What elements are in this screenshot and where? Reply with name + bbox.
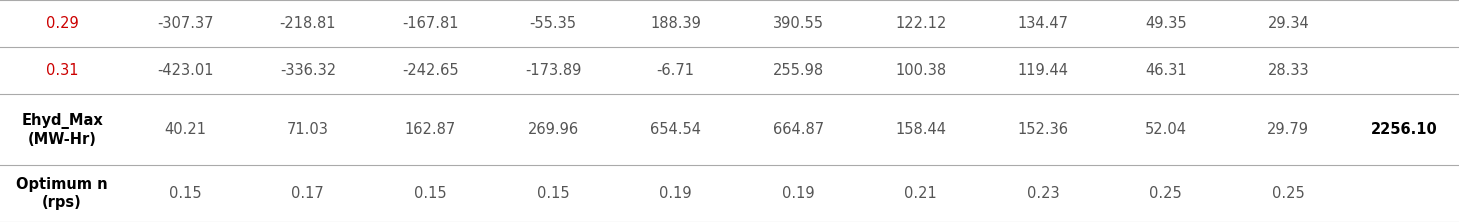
Text: 119.44: 119.44	[1018, 63, 1068, 78]
Text: 52.04: 52.04	[1145, 122, 1186, 137]
Text: 664.87: 664.87	[772, 122, 824, 137]
Text: 0.17: 0.17	[292, 186, 324, 201]
Text: -423.01: -423.01	[158, 63, 213, 78]
Text: 2256.10: 2256.10	[1371, 122, 1437, 137]
Text: 0.19: 0.19	[659, 186, 692, 201]
Text: 28.33: 28.33	[1268, 63, 1309, 78]
Text: 0.21: 0.21	[905, 186, 937, 201]
Text: -307.37: -307.37	[158, 16, 213, 31]
Text: 122.12: 122.12	[894, 16, 947, 31]
Text: 0.15: 0.15	[537, 186, 569, 201]
Text: -173.89: -173.89	[525, 63, 581, 78]
Text: 0.31: 0.31	[45, 63, 79, 78]
Text: 152.36: 152.36	[1018, 122, 1068, 137]
Text: 188.39: 188.39	[651, 16, 700, 31]
Text: 654.54: 654.54	[651, 122, 700, 137]
Text: 390.55: 390.55	[773, 16, 823, 31]
Text: 269.96: 269.96	[527, 122, 579, 137]
Text: 46.31: 46.31	[1145, 63, 1186, 78]
Text: 100.38: 100.38	[894, 63, 947, 78]
Text: 40.21: 40.21	[165, 122, 206, 137]
Text: -242.65: -242.65	[403, 63, 458, 78]
Text: 0.29: 0.29	[45, 16, 79, 31]
Text: -167.81: -167.81	[403, 16, 458, 31]
Text: 49.35: 49.35	[1145, 16, 1186, 31]
Text: 71.03: 71.03	[287, 122, 328, 137]
Text: 0.25: 0.25	[1150, 186, 1182, 201]
Text: Optimum n
(rps): Optimum n (rps)	[16, 177, 108, 210]
Text: 0.15: 0.15	[169, 186, 201, 201]
Text: -55.35: -55.35	[530, 16, 576, 31]
Text: -218.81: -218.81	[280, 16, 336, 31]
Text: 0.25: 0.25	[1272, 186, 1304, 201]
Text: -336.32: -336.32	[280, 63, 336, 78]
Text: 0.15: 0.15	[414, 186, 446, 201]
Text: 0.23: 0.23	[1027, 186, 1059, 201]
Text: 134.47: 134.47	[1018, 16, 1068, 31]
Text: -6.71: -6.71	[657, 63, 694, 78]
Text: 255.98: 255.98	[772, 63, 824, 78]
Text: 0.19: 0.19	[782, 186, 814, 201]
Text: Ehyd_Max
(MW-Hr): Ehyd_Max (MW-Hr)	[20, 113, 104, 147]
Text: 29.34: 29.34	[1268, 16, 1309, 31]
Text: 158.44: 158.44	[896, 122, 945, 137]
Text: 162.87: 162.87	[404, 122, 457, 137]
Text: 29.79: 29.79	[1268, 122, 1309, 137]
